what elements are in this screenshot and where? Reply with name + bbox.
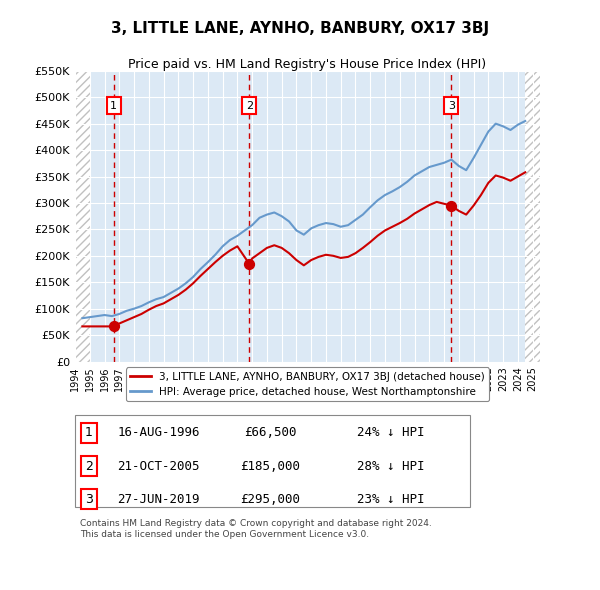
Text: 1: 1: [85, 427, 93, 440]
Text: 16-AUG-1996: 16-AUG-1996: [118, 427, 200, 440]
Point: [109, 322, 118, 331]
Bar: [525, 71, 540, 362]
Text: 3: 3: [448, 101, 455, 111]
Legend: 3, LITTLE LANE, AYNHO, BANBURY, OX17 3BJ (detached house), HPI: Average price, d: 3, LITTLE LANE, AYNHO, BANBURY, OX17 3BJ…: [126, 368, 489, 401]
Text: 23% ↓ HPI: 23% ↓ HPI: [358, 493, 425, 506]
Text: 2: 2: [245, 101, 253, 111]
Text: 27-JUN-2019: 27-JUN-2019: [118, 493, 200, 506]
Text: 3: 3: [85, 493, 93, 506]
Text: 2: 2: [85, 460, 93, 473]
Text: £185,000: £185,000: [240, 460, 300, 473]
Text: 21-OCT-2005: 21-OCT-2005: [118, 460, 200, 473]
Title: Price paid vs. HM Land Registry's House Price Index (HPI): Price paid vs. HM Land Registry's House …: [128, 58, 487, 71]
Text: 3, LITTLE LANE, AYNHO, BANBURY, OX17 3BJ: 3, LITTLE LANE, AYNHO, BANBURY, OX17 3BJ: [111, 21, 489, 35]
Bar: [75, 71, 90, 362]
Text: 24% ↓ HPI: 24% ↓ HPI: [358, 427, 425, 440]
Text: £295,000: £295,000: [240, 493, 300, 506]
Point: [446, 201, 456, 210]
Text: 28% ↓ HPI: 28% ↓ HPI: [358, 460, 425, 473]
Point: [244, 259, 254, 268]
Text: 1: 1: [110, 101, 117, 111]
Bar: [75, 415, 470, 507]
Text: Contains HM Land Registry data © Crown copyright and database right 2024.
This d: Contains HM Land Registry data © Crown c…: [80, 519, 431, 539]
Text: £66,500: £66,500: [244, 427, 296, 440]
